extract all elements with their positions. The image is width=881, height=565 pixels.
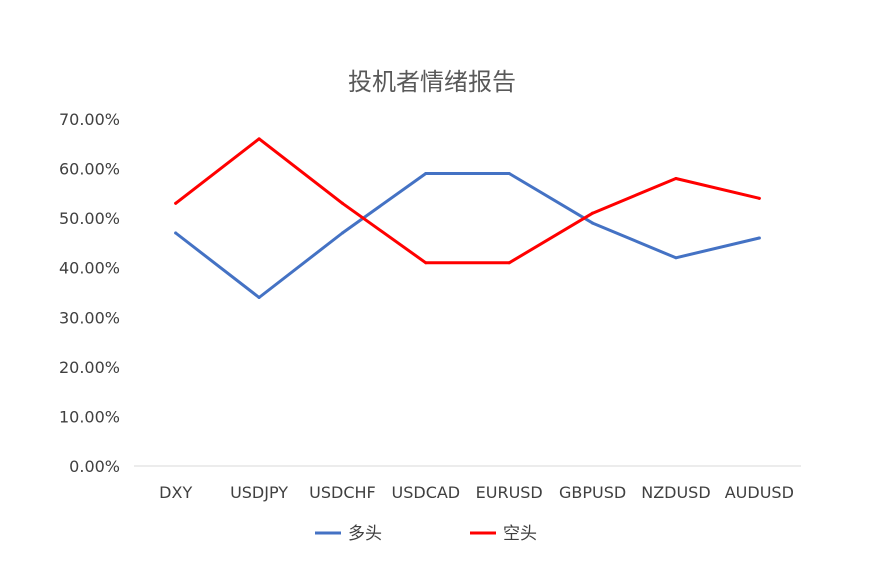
series-line-1 [174,137,761,265]
data-point [507,261,511,265]
data-point [340,201,344,205]
data-point [257,137,261,141]
x-tick-label: USDCHF [309,483,376,502]
data-point [674,176,678,180]
y-tick-label: 0.00% [69,457,120,476]
y-tick-label: 60.00% [59,160,120,179]
x-tick-label: USDCAD [392,483,461,502]
x-tick-label: DXY [159,483,192,502]
y-tick-label: 30.00% [59,308,120,327]
x-tick-label: NZDUSD [641,483,710,502]
data-point [257,295,261,299]
x-tick-label: AUDUSD [725,483,794,502]
series-layer [174,137,761,299]
legend-label: 空头 [503,524,537,544]
x-tick-label: EURUSD [476,483,543,502]
data-point [424,172,428,176]
series-line-0 [174,172,761,299]
data-point [340,231,344,235]
y-tick-label: 50.00% [59,209,120,228]
x-axis: DXY USDJPY USDCHF USDCAD EURUSD GBPUSD NZDUSD A… [159,483,794,502]
legend-label: 多头 [348,524,382,544]
data-point [591,211,595,215]
data-point [174,231,178,235]
y-tick-label: 20.00% [59,358,120,377]
y-tick-label: 10.00% [59,407,120,426]
data-point [757,196,761,200]
data-point [174,201,178,205]
y-tick-label: 70.00% [59,110,120,129]
data-point [424,261,428,265]
y-tick-label: 40.00% [59,259,120,278]
data-point [591,221,595,225]
data-point [674,256,678,260]
x-tick-label: USDJPY [230,483,288,502]
y-axis: 0.00% 10.00% 20.00% 30.00% 40.00% 50.00% 60.00… [59,110,120,476]
legend: 多头 空头 [315,524,537,544]
chart-title: 投机者情绪报告 [348,68,516,96]
data-point [757,236,761,240]
x-tick-label: GBPUSD [559,483,626,502]
data-point [507,172,511,176]
